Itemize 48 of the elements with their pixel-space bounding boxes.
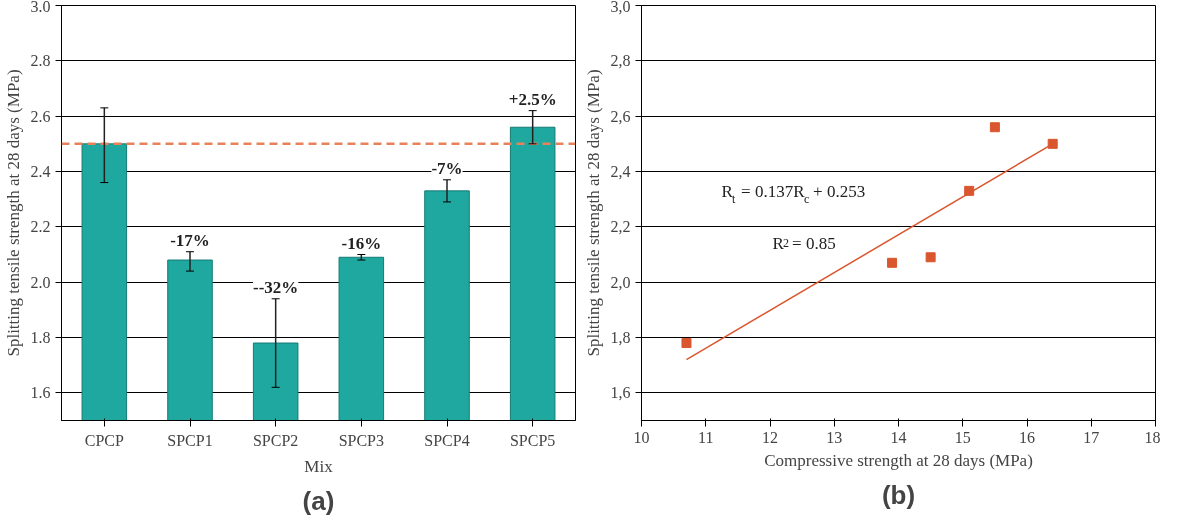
text: (b)	[881, 479, 916, 510]
y-tick-label: 2,2	[610, 218, 631, 236]
x-tick-label: 10	[633, 428, 650, 446]
x-tick-label: 16	[1019, 428, 1035, 446]
x-tick-label: 13	[826, 428, 843, 446]
text: (a)	[302, 485, 335, 516]
y-tick-label: 3,0	[610, 0, 631, 15]
x-axis-title: Compressive strength at 28 days (MPa)	[764, 450, 1033, 470]
point	[989, 122, 1000, 133]
y-tick-label: 2,4	[610, 163, 631, 180]
y-tick-label: 2,8	[610, 52, 631, 70]
x-tick-label: 11	[698, 428, 714, 446]
x-tick-label: 14	[890, 428, 907, 446]
x-axis-title: Mix	[304, 456, 334, 476]
y-tick-label: 1,6	[610, 384, 631, 402]
y-axis-title: Splitting tensile strength at 28 days (MPa)	[3, 69, 23, 357]
x-tick-label: CPCP	[84, 431, 125, 449]
annotation: R2= 0.85	[772, 233, 836, 253]
x-tick-label: SPCP5	[509, 431, 556, 449]
y-tick-label: 1,8	[610, 329, 631, 346]
point	[887, 257, 898, 268]
y-tick-label: 2.8	[30, 52, 51, 70]
y-tick-label: 3.0	[30, 0, 51, 15]
y-tick-label: 2.6	[30, 107, 51, 125]
annotation: +2.5%	[508, 89, 557, 109]
y-tick-label: 1.6	[30, 384, 51, 402]
y-tick-label: 2.4	[30, 163, 51, 180]
x-tick-label: 12	[762, 428, 778, 446]
x-tick-label: 18	[1144, 428, 1161, 446]
x-tick-label: SPCP2	[252, 431, 299, 449]
point	[925, 252, 936, 263]
x-tick-label: 15	[954, 428, 971, 446]
x-tick-label: SPCP3	[338, 431, 385, 449]
y-tick-label: 2,0	[610, 273, 631, 291]
y-tick-label: 2.2	[30, 218, 51, 236]
y-tick-label: 2,6	[610, 107, 631, 125]
annotation: -7%	[431, 158, 463, 178]
y-axis-title: Splitting tensile strength at 28 days (MPa)	[583, 69, 603, 357]
y-tick-label: 1.8	[30, 329, 51, 346]
point	[681, 338, 692, 349]
x-tick-label: 17	[1083, 428, 1100, 446]
x-tick-label: SPCP4	[424, 431, 470, 449]
y-tick-label: 2.0	[30, 273, 51, 291]
annotation: -17%	[170, 230, 210, 250]
point	[1047, 138, 1058, 149]
x-tick-label: SPCP1	[167, 431, 213, 449]
annotation: --32%	[253, 277, 299, 297]
annotation: -16%	[341, 233, 382, 253]
